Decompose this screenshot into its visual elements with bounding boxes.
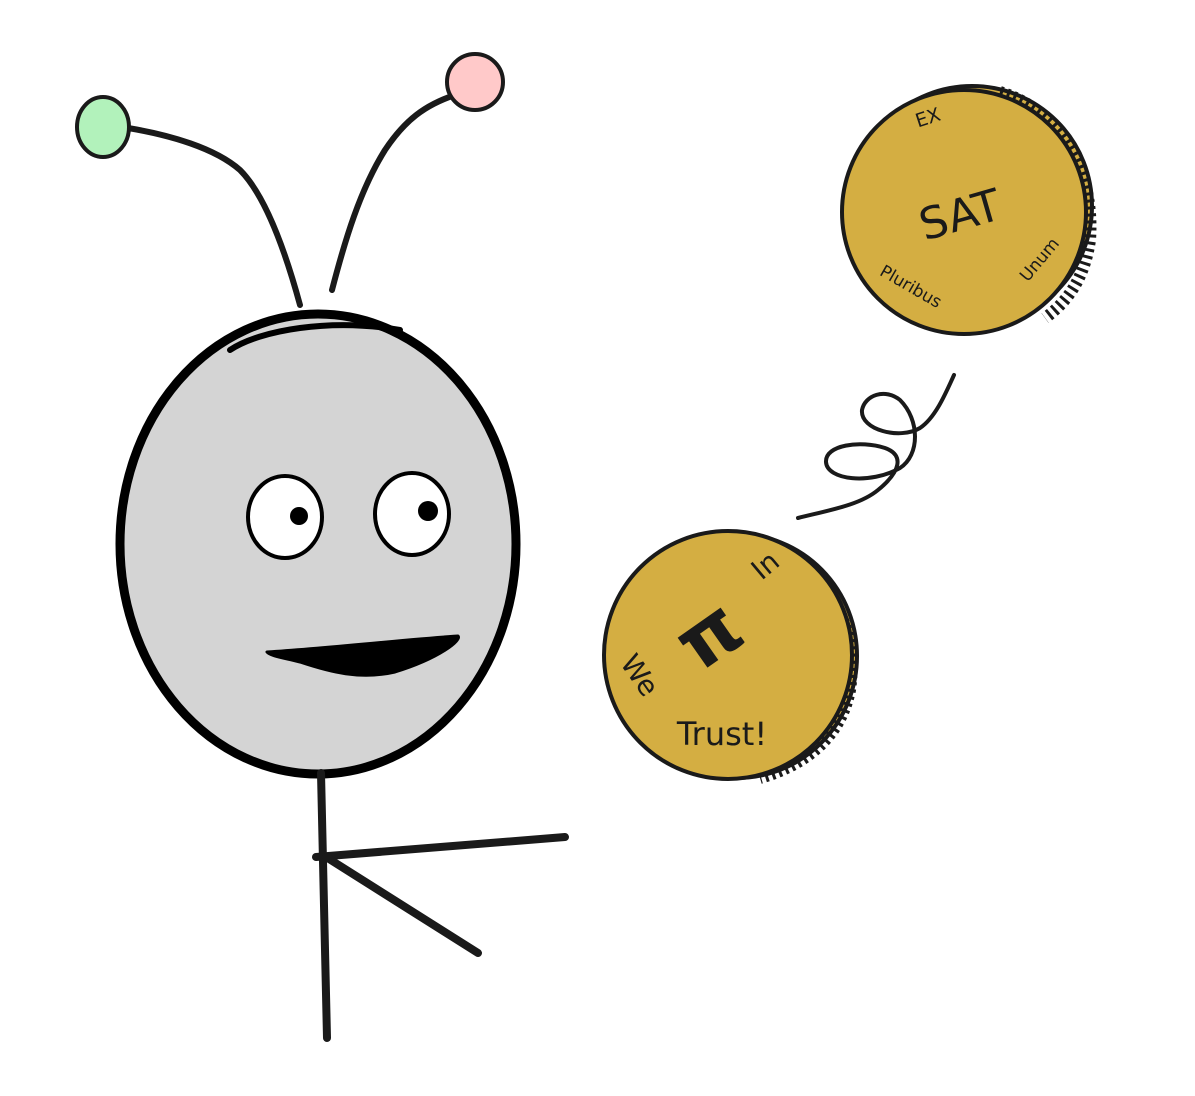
- character-body: [312, 769, 569, 1042]
- right-eye: [373, 471, 451, 557]
- character-head: [115, 309, 521, 779]
- coin-bottom: π In We Trust!: [602, 529, 859, 784]
- coin-top: SAT EX Pluribus Unum: [840, 84, 1097, 336]
- left-antenna-tip: [75, 95, 131, 159]
- coin-bottom-bottom-text: Trust!: [676, 715, 767, 753]
- right-antenna-tip: [445, 52, 505, 112]
- mouth: [265, 634, 460, 677]
- left-eye: [246, 474, 324, 560]
- right-antenna: [329, 52, 505, 293]
- left-antenna: [75, 95, 303, 308]
- left-pupil: [290, 507, 308, 525]
- right-pupil: [418, 501, 438, 521]
- coin-flip-trail: [796, 373, 956, 520]
